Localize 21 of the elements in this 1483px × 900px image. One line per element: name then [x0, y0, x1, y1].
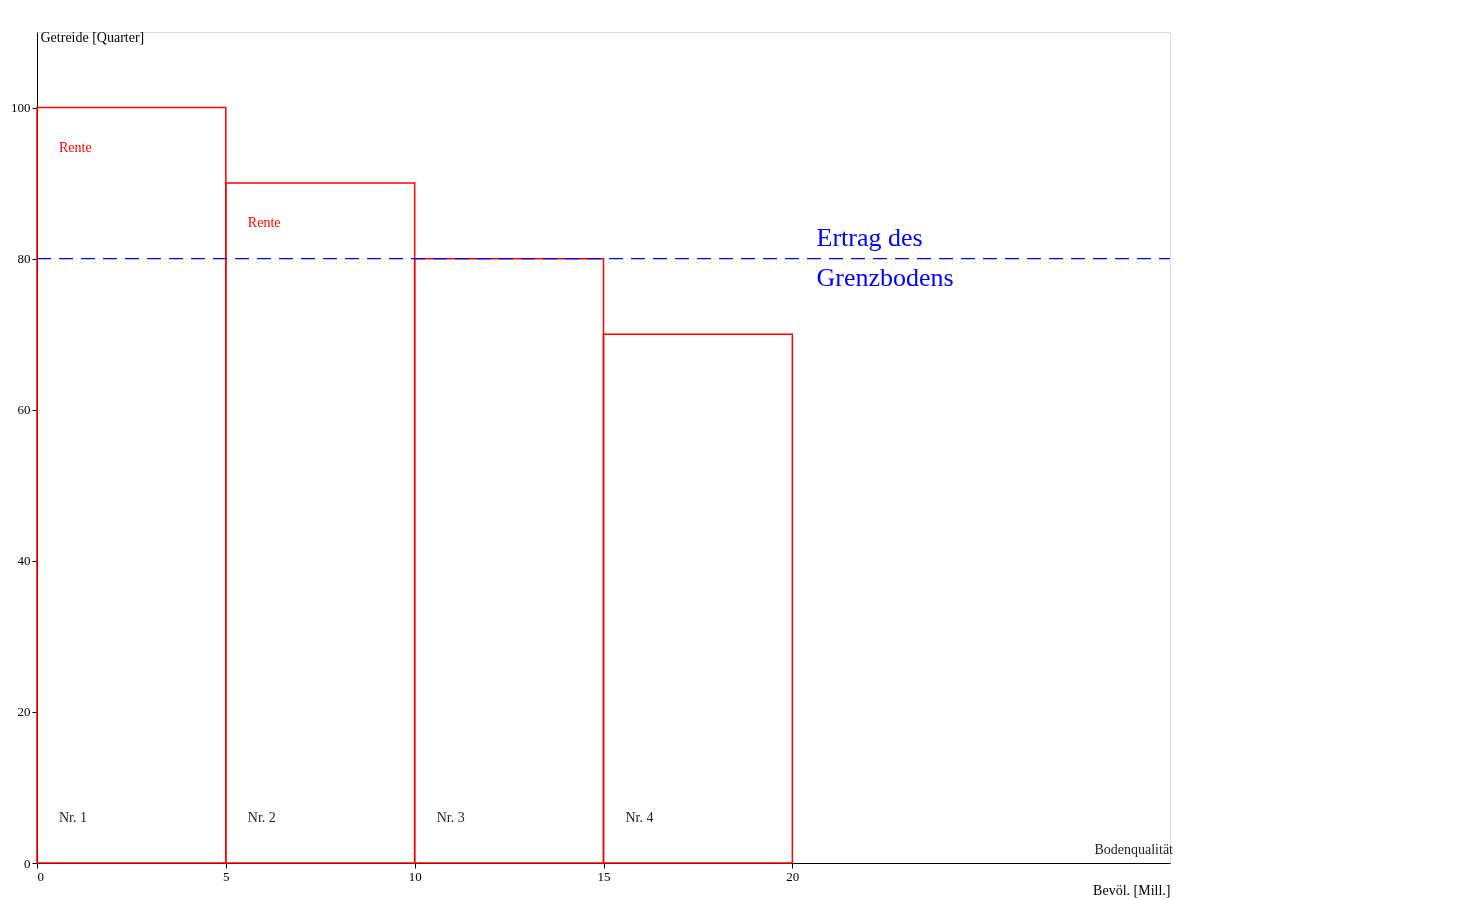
y-axis-title: Getreide [Quarter]: [40, 29, 145, 45]
x-tick-label: 10: [408, 868, 422, 884]
x-tick-label: 0: [37, 868, 44, 884]
y-tick-label: 0: [24, 855, 31, 871]
y-tick-label: 60: [17, 402, 31, 418]
y-tick-label: 40: [17, 553, 31, 569]
annotation: Nr. 3: [436, 810, 465, 825]
annotation: Rente: [59, 139, 92, 155]
y-tick-label: 80: [17, 251, 31, 267]
annotation: Nr. 1: [59, 810, 87, 825]
x-tick-label: 20: [786, 868, 800, 884]
annotation: Nr. 4: [625, 810, 654, 825]
annotation: Nr. 2: [247, 810, 276, 825]
ref-line-label: Ertrag des Grenzbodens: [816, 222, 954, 292]
y-tick-label: 20: [17, 704, 31, 720]
x-axis-title: Bevöl. [Mill.]: [1093, 882, 1171, 898]
x-tick-label: 15: [597, 868, 611, 884]
y-tick-label: 100: [11, 100, 31, 116]
annotation: Bodenqualität: [1094, 842, 1174, 857]
x-tick-label: 5: [223, 868, 230, 884]
annotation: Rente: [247, 215, 281, 231]
